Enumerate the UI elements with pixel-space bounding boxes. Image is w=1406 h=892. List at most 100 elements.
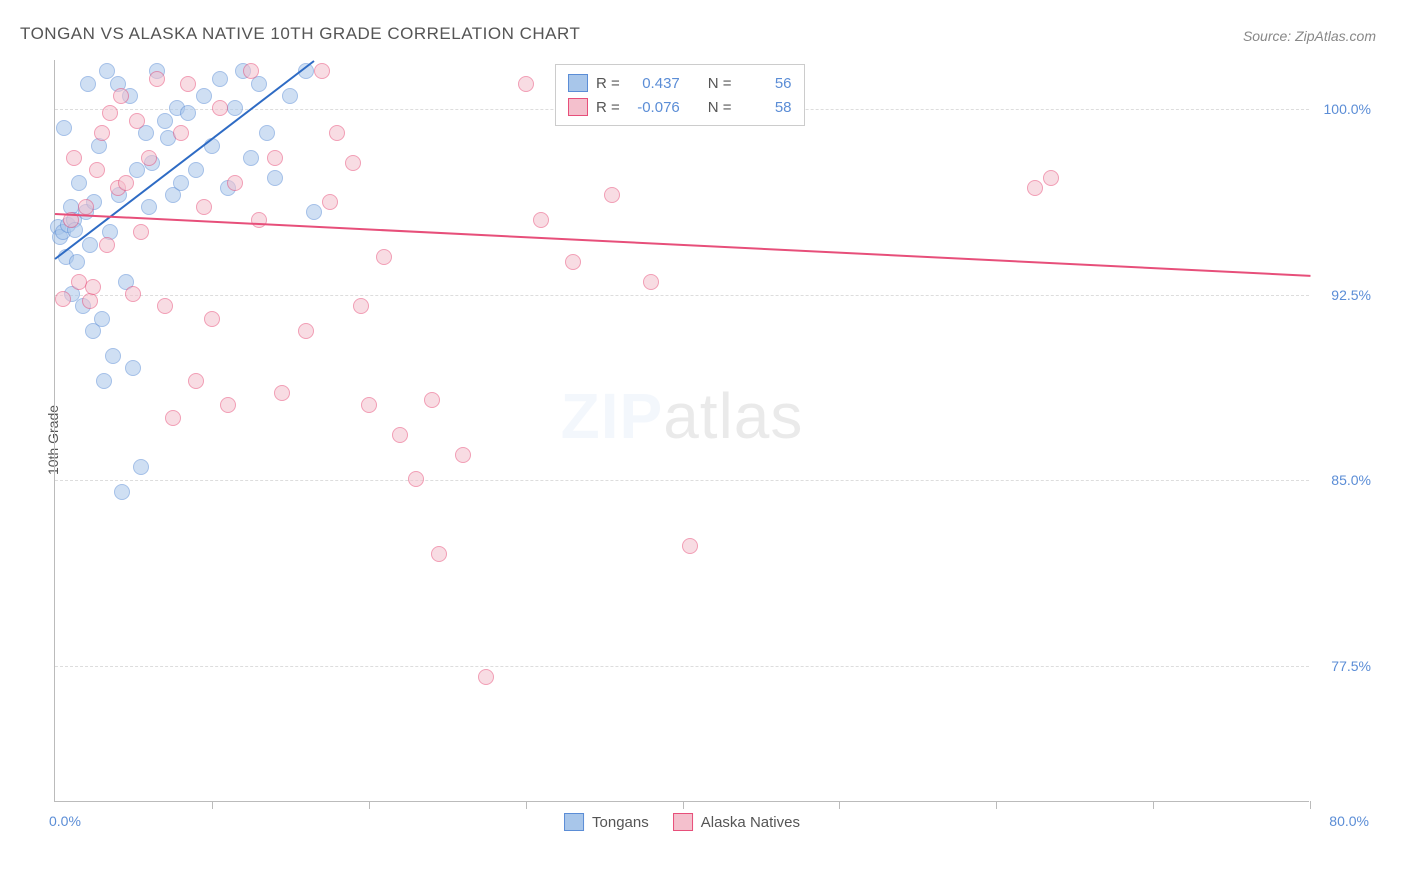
scatter-point [220,397,236,413]
legend-n-label: N = [708,99,732,116]
y-tick-label: 77.5% [1331,658,1371,674]
scatter-point [682,538,698,554]
chart-container: 10th Grade ZIPatlas R =0.437N =56R =-0.0… [54,60,1374,820]
scatter-point [55,291,71,307]
scatter-point [478,669,494,685]
series-legend-item: Alaska Natives [673,813,800,831]
scatter-point [322,194,338,210]
scatter-point [408,471,424,487]
scatter-point [345,155,361,171]
scatter-point [1043,170,1059,186]
source-label: Source: ZipAtlas.com [1243,28,1376,44]
scatter-point [99,237,115,253]
scatter-point [212,100,228,116]
scatter-point [361,397,377,413]
scatter-point [94,311,110,327]
scatter-point [165,410,181,426]
chart-title: TONGAN VS ALASKA NATIVE 10TH GRADE CORRE… [20,24,580,44]
x-tick [1153,801,1154,809]
scatter-point [173,175,189,191]
scatter-point [196,199,212,215]
legend-n-value: 58 [740,99,792,116]
legend-swatch [568,74,588,92]
legend-swatch [568,98,588,116]
x-tick [996,801,997,809]
series-name: Tongans [592,814,649,831]
scatter-point [80,76,96,92]
scatter-point [180,76,196,92]
scatter-point [82,293,98,309]
scatter-point [329,125,345,141]
watermark-atlas: atlas [663,380,803,452]
scatter-point [204,311,220,327]
scatter-point [141,150,157,166]
scatter-point [1027,180,1043,196]
scatter-point [129,113,145,129]
scatter-point [267,170,283,186]
legend-n-value: 56 [740,75,792,92]
scatter-point [643,274,659,290]
scatter-point [94,125,110,141]
grid-line [55,666,1309,667]
plot-area: ZIPatlas R =0.437N =56R =-0.076N =58 0.0… [54,60,1309,802]
scatter-point [105,348,121,364]
series-legend-item: Tongans [564,813,649,831]
stats-legend: R =0.437N =56R =-0.076N =58 [555,64,805,126]
legend-row: R = -0.076 N = 58 [568,95,792,119]
scatter-point [212,71,228,87]
x-tick [369,801,370,809]
scatter-point [455,447,471,463]
x-min-label: 0.0% [49,813,81,829]
scatter-point [533,212,549,228]
grid-line [55,295,1309,296]
x-tick [1310,801,1311,809]
scatter-point [114,484,130,500]
watermark-zip: ZIP [561,380,664,452]
x-tick [839,801,840,809]
x-tick [526,801,527,809]
scatter-point [188,162,204,178]
scatter-point [353,298,369,314]
scatter-point [157,298,173,314]
scatter-point [66,150,82,166]
scatter-point [274,385,290,401]
trend-line [55,213,1310,277]
scatter-point [243,150,259,166]
scatter-point [133,459,149,475]
scatter-point [604,187,620,203]
scatter-point [82,237,98,253]
scatter-point [518,76,534,92]
scatter-point [251,212,267,228]
scatter-point [125,360,141,376]
scatter-point [196,88,212,104]
scatter-point [392,427,408,443]
legend-swatch [673,813,693,831]
legend-swatch [564,813,584,831]
scatter-point [89,162,105,178]
scatter-point [71,175,87,191]
y-tick-label: 85.0% [1331,472,1371,488]
scatter-point [78,199,94,215]
scatter-point [96,373,112,389]
watermark: ZIPatlas [561,379,804,453]
x-tick [683,801,684,809]
scatter-point [314,63,330,79]
scatter-point [157,113,173,129]
scatter-point [102,105,118,121]
scatter-point [133,224,149,240]
scatter-point [125,286,141,302]
scatter-point [227,175,243,191]
scatter-point [188,373,204,389]
series-name: Alaska Natives [701,814,800,831]
scatter-point [565,254,581,270]
legend-r-label: R = [596,99,620,116]
grid-line [55,480,1309,481]
scatter-point [149,71,165,87]
scatter-point [298,323,314,339]
scatter-point [431,546,447,562]
legend-n-label: N = [708,75,732,92]
scatter-point [118,175,134,191]
legend-r-value: -0.076 [628,99,680,116]
scatter-point [113,88,129,104]
scatter-point [85,279,101,295]
